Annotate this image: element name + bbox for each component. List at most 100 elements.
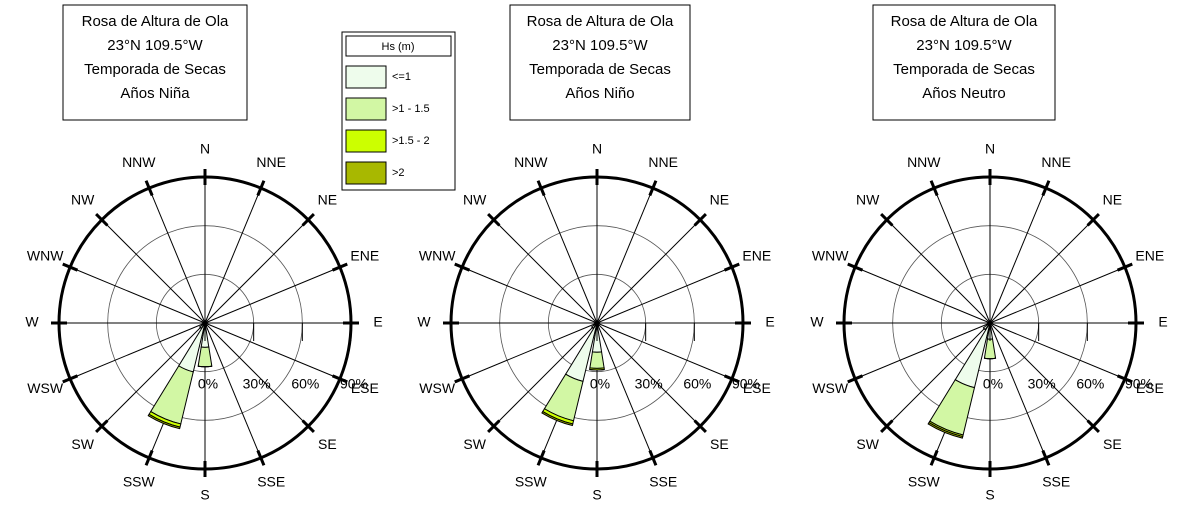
spoke xyxy=(854,322,991,380)
radial-tick-label: 60% xyxy=(1076,376,1104,392)
direction-tick xyxy=(723,262,740,272)
direction-label: SW xyxy=(463,436,486,452)
spoke xyxy=(204,219,309,324)
chart-title: 23°N 109.5°W xyxy=(107,37,203,54)
spoke xyxy=(69,266,206,324)
direction-label: ESE xyxy=(743,380,771,396)
direction-tick xyxy=(487,419,501,433)
spoke xyxy=(596,322,701,427)
spoke xyxy=(101,322,206,427)
spoke xyxy=(989,266,1126,324)
petal-segment xyxy=(589,368,605,371)
legend-label: >1 - 1.5 xyxy=(392,103,430,115)
direction-tick xyxy=(929,449,939,466)
chart-title: Años Niño xyxy=(565,85,634,102)
direction-tick xyxy=(693,213,707,227)
radial-tick-label: 30% xyxy=(635,376,663,392)
direction-label: NNW xyxy=(514,154,548,170)
spoke xyxy=(596,322,654,459)
direction-tick xyxy=(301,213,315,227)
direction-label: NNW xyxy=(907,154,941,170)
direction-tick xyxy=(648,449,658,466)
direction-label: NE xyxy=(318,191,337,207)
radial-tick-label: 0% xyxy=(983,376,1003,392)
direction-label: NNE xyxy=(648,154,678,170)
petal-segment xyxy=(591,326,594,329)
spoke xyxy=(933,187,991,324)
chart-title: Años Niña xyxy=(120,85,190,102)
direction-tick xyxy=(256,449,266,466)
chart-title: Temporada de Secas xyxy=(84,61,226,78)
direction-label: N xyxy=(985,141,995,157)
legend-swatch xyxy=(345,97,387,121)
direction-label: WSW xyxy=(419,380,456,396)
direction-tick xyxy=(62,374,79,384)
direction-tick xyxy=(723,374,740,384)
title-box xyxy=(62,4,248,121)
chart-title: Temporada de Secas xyxy=(529,61,671,78)
direction-label: SSW xyxy=(123,474,156,490)
direction-tick xyxy=(454,262,471,272)
direction-tick xyxy=(95,213,109,227)
petal-segment xyxy=(983,338,997,360)
direction-label: WNW xyxy=(27,247,64,263)
direction-tick xyxy=(487,213,501,227)
petal-segment xyxy=(199,326,202,329)
legend-title: Hs (m) xyxy=(382,41,415,53)
spoke xyxy=(989,322,1094,427)
direction-label: E xyxy=(765,314,774,330)
direction-label: ENE xyxy=(1135,247,1164,263)
direction-tick xyxy=(1116,374,1133,384)
direction-label: E xyxy=(1158,314,1167,330)
direction-label: NE xyxy=(1103,191,1122,207)
direction-tick xyxy=(1041,180,1051,197)
legend-swatch xyxy=(345,129,387,153)
direction-label: NE xyxy=(710,191,729,207)
direction-tick xyxy=(536,180,546,197)
spoke xyxy=(461,266,598,324)
legend-swatch xyxy=(345,65,387,89)
direction-label: SW xyxy=(71,436,94,452)
direction-label: ENE xyxy=(742,247,771,263)
direction-tick xyxy=(880,419,894,433)
chart-title: 23°N 109.5°W xyxy=(552,37,648,54)
direction-label: N xyxy=(200,141,210,157)
legend-title-box xyxy=(345,35,452,57)
direction-label: SSE xyxy=(257,474,285,490)
spoke xyxy=(596,266,733,324)
legend-label: <=1 xyxy=(392,71,411,83)
direction-label: SSW xyxy=(908,474,941,490)
chart-title: Rosa de Altura de Ola xyxy=(891,13,1038,30)
radial-tick-label: 0% xyxy=(590,376,610,392)
direction-label: SSW xyxy=(515,474,548,490)
radial-tick-label: 60% xyxy=(291,376,319,392)
direction-tick xyxy=(847,262,864,272)
radial-tick-label: 30% xyxy=(1028,376,1056,392)
spoke xyxy=(596,187,654,324)
direction-tick xyxy=(536,449,546,466)
direction-tick xyxy=(1041,449,1051,466)
direction-tick xyxy=(1116,262,1133,272)
spoke xyxy=(854,266,991,324)
direction-tick xyxy=(1086,419,1100,433)
direction-label: WSW xyxy=(812,380,849,396)
spoke xyxy=(989,219,1094,324)
radial-tick-label: 90% xyxy=(1125,376,1153,392)
chart-title: 23°N 109.5°W xyxy=(916,37,1012,54)
direction-label: W xyxy=(810,314,824,330)
direction-label: ESE xyxy=(351,380,379,396)
direction-label: S xyxy=(592,487,601,503)
direction-tick xyxy=(95,419,109,433)
radial-tick-label: 90% xyxy=(732,376,760,392)
direction-label: W xyxy=(25,314,39,330)
direction-label: SE xyxy=(710,436,729,452)
direction-label: NNW xyxy=(122,154,156,170)
petal-segment xyxy=(198,365,212,368)
radial-tick-label: 90% xyxy=(340,376,368,392)
direction-label: WSW xyxy=(27,380,64,396)
direction-label: NNE xyxy=(1041,154,1071,170)
chart-title: Años Neutro xyxy=(922,85,1005,102)
spoke xyxy=(461,322,598,380)
spoke xyxy=(204,266,341,324)
